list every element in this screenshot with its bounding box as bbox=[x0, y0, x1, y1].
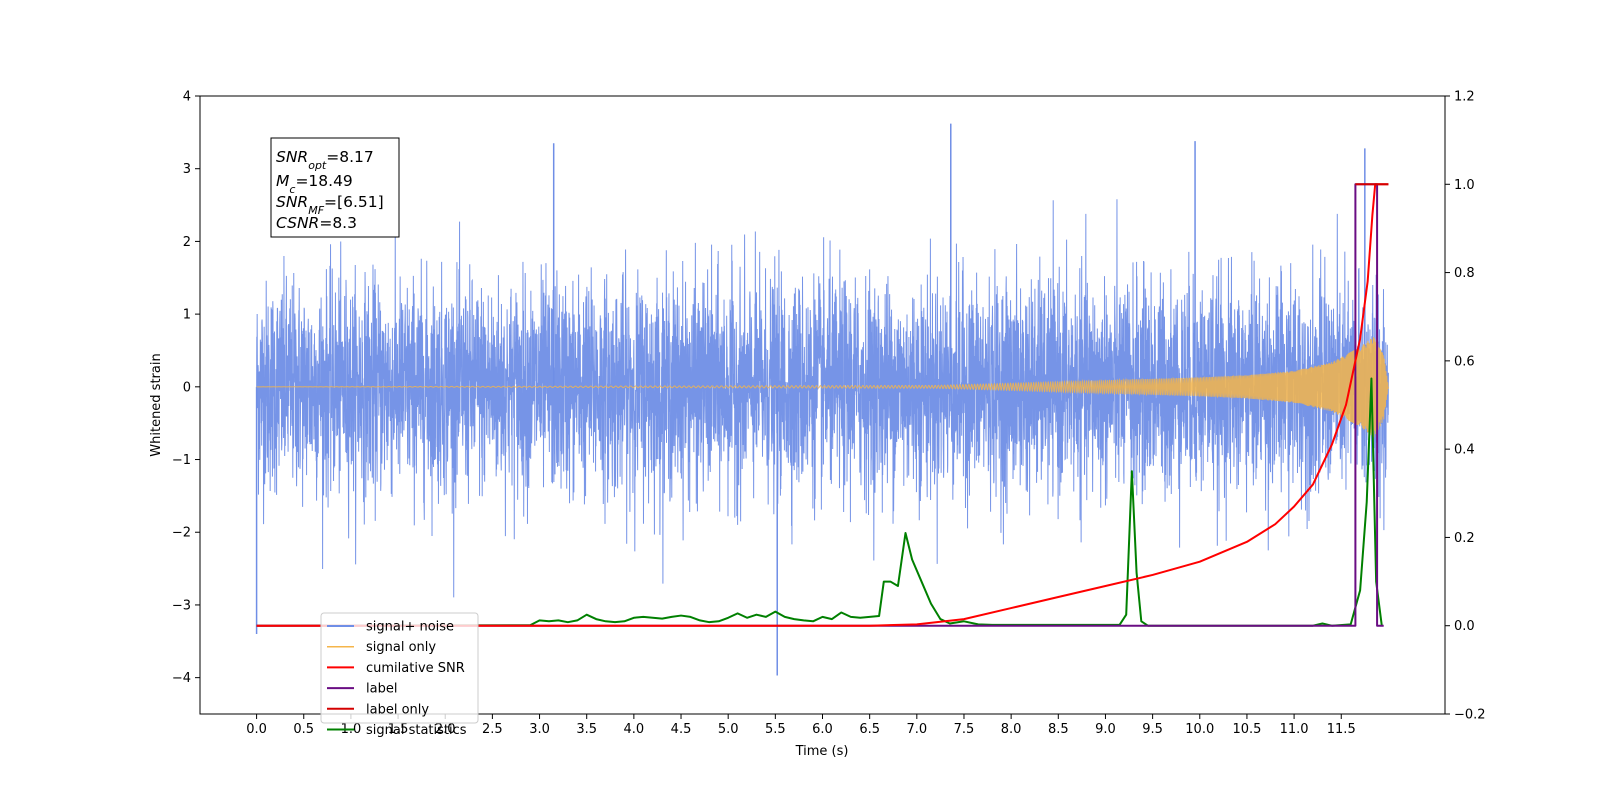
x-axis: 0.0 0.5 1.0 1.5 2.0 2.5 3.0 3.5 4.0 4.5 5.0 5.5 6.0 6… bbox=[246, 714, 1356, 737]
y-tick-label: −1 bbox=[172, 453, 191, 468]
x-tick-label: 5.5 bbox=[765, 722, 786, 737]
legend-label: cumilative SNR bbox=[366, 661, 465, 676]
legend-label: signal only bbox=[366, 640, 436, 655]
x-tick-label: 10.5 bbox=[1232, 722, 1261, 737]
y2-tick-label: 1.2 bbox=[1454, 90, 1475, 105]
x-tick-label: 6.5 bbox=[859, 722, 880, 737]
x-tick-label: 4.0 bbox=[624, 722, 645, 737]
x-tick-label: 8.5 bbox=[1048, 722, 1069, 737]
y-axis-left: −4 −3 −2 −1 0 1 2 3 4 bbox=[172, 90, 200, 686]
y-tick-label: 1 bbox=[183, 308, 191, 323]
x-tick-label: 7.5 bbox=[954, 722, 975, 737]
x-tick-label: 9.5 bbox=[1142, 722, 1163, 737]
series-cumilative-snr bbox=[256, 183, 1389, 627]
y2-tick-label: 0.2 bbox=[1454, 531, 1475, 546]
legend-label: signal statistics bbox=[366, 723, 467, 738]
y-tick-label: 2 bbox=[183, 235, 191, 250]
x-tick-label: 7.0 bbox=[906, 722, 927, 737]
y2-tick-label: −0.2 bbox=[1454, 708, 1486, 723]
y2-tick-label: 1.0 bbox=[1454, 178, 1475, 193]
y2-tick-label: 0.6 bbox=[1454, 354, 1475, 369]
y-tick-label: 0 bbox=[183, 380, 191, 395]
x-tick-label: 5.0 bbox=[718, 722, 739, 737]
y2-tick-label: 0.4 bbox=[1454, 443, 1475, 458]
series-layer bbox=[255, 123, 1389, 676]
x-tick-label: 10.0 bbox=[1185, 722, 1214, 737]
x-tick-label: 8.0 bbox=[1001, 722, 1022, 737]
x-tick-label: 0.5 bbox=[293, 722, 314, 737]
legend-items: signal+ noise signal only cumilative SNR la… bbox=[327, 620, 467, 738]
x-tick-label: 2.0 bbox=[435, 722, 456, 737]
x-tick-label: 3.0 bbox=[529, 722, 550, 737]
y-tick-label: 4 bbox=[183, 90, 191, 105]
legend-label: label only bbox=[366, 702, 429, 717]
legend: signal+ noise signal only cumilative SNR la… bbox=[320, 612, 479, 738]
x-tick-label: 1.5 bbox=[388, 722, 409, 737]
annotation-line-snr-mf: SNRMF=[6.51] bbox=[276, 193, 384, 217]
x-tick-label: 2.5 bbox=[482, 722, 503, 737]
x-tick-label: 11.0 bbox=[1280, 722, 1309, 737]
annotation-line-mc: Mc=18.49 bbox=[276, 172, 353, 196]
legend-frame bbox=[320, 612, 479, 724]
legend-label: signal+ noise bbox=[366, 620, 454, 635]
x-tick-label: 6.0 bbox=[812, 722, 833, 737]
y-tick-label: −2 bbox=[172, 526, 191, 541]
y-tick-label: −3 bbox=[172, 598, 191, 613]
annotation-frame bbox=[270, 137, 400, 238]
x-tick-label: 11.5 bbox=[1327, 722, 1356, 737]
x-tick-label: 4.5 bbox=[671, 722, 692, 737]
x-axis-title: Time (s) bbox=[795, 744, 849, 759]
x-tick-label: 0.0 bbox=[246, 722, 267, 737]
annotation-box: SNRopt=8.17 Mc=18.49 SNRMF=[6.51] CSNR=8… bbox=[270, 137, 400, 238]
y2-tick-label: 0.8 bbox=[1454, 266, 1475, 281]
series-signal-noise-spikes bbox=[255, 123, 1366, 676]
y2-tick-label: 0.0 bbox=[1454, 619, 1475, 634]
y-tick-label: 3 bbox=[183, 162, 191, 177]
series-signal-only bbox=[256, 336, 1389, 438]
y-axis-title: Whitened strain bbox=[149, 353, 164, 456]
x-tick-label: 3.5 bbox=[576, 722, 597, 737]
y-tick-label: −4 bbox=[172, 671, 191, 686]
annotation-line-snr-opt: SNRopt=8.17 bbox=[276, 148, 374, 172]
x-tick-label: 9.0 bbox=[1095, 722, 1116, 737]
annotation-line-csnr: CSNR=8.3 bbox=[276, 214, 357, 232]
series-signal-noise bbox=[256, 199, 1389, 598]
legend-label: label bbox=[366, 682, 397, 697]
y-axis-right: −0.2 0.0 0.2 0.4 0.6 0.8 1.0 1.2 bbox=[1445, 90, 1486, 723]
series-signal-statistics bbox=[256, 377, 1383, 627]
